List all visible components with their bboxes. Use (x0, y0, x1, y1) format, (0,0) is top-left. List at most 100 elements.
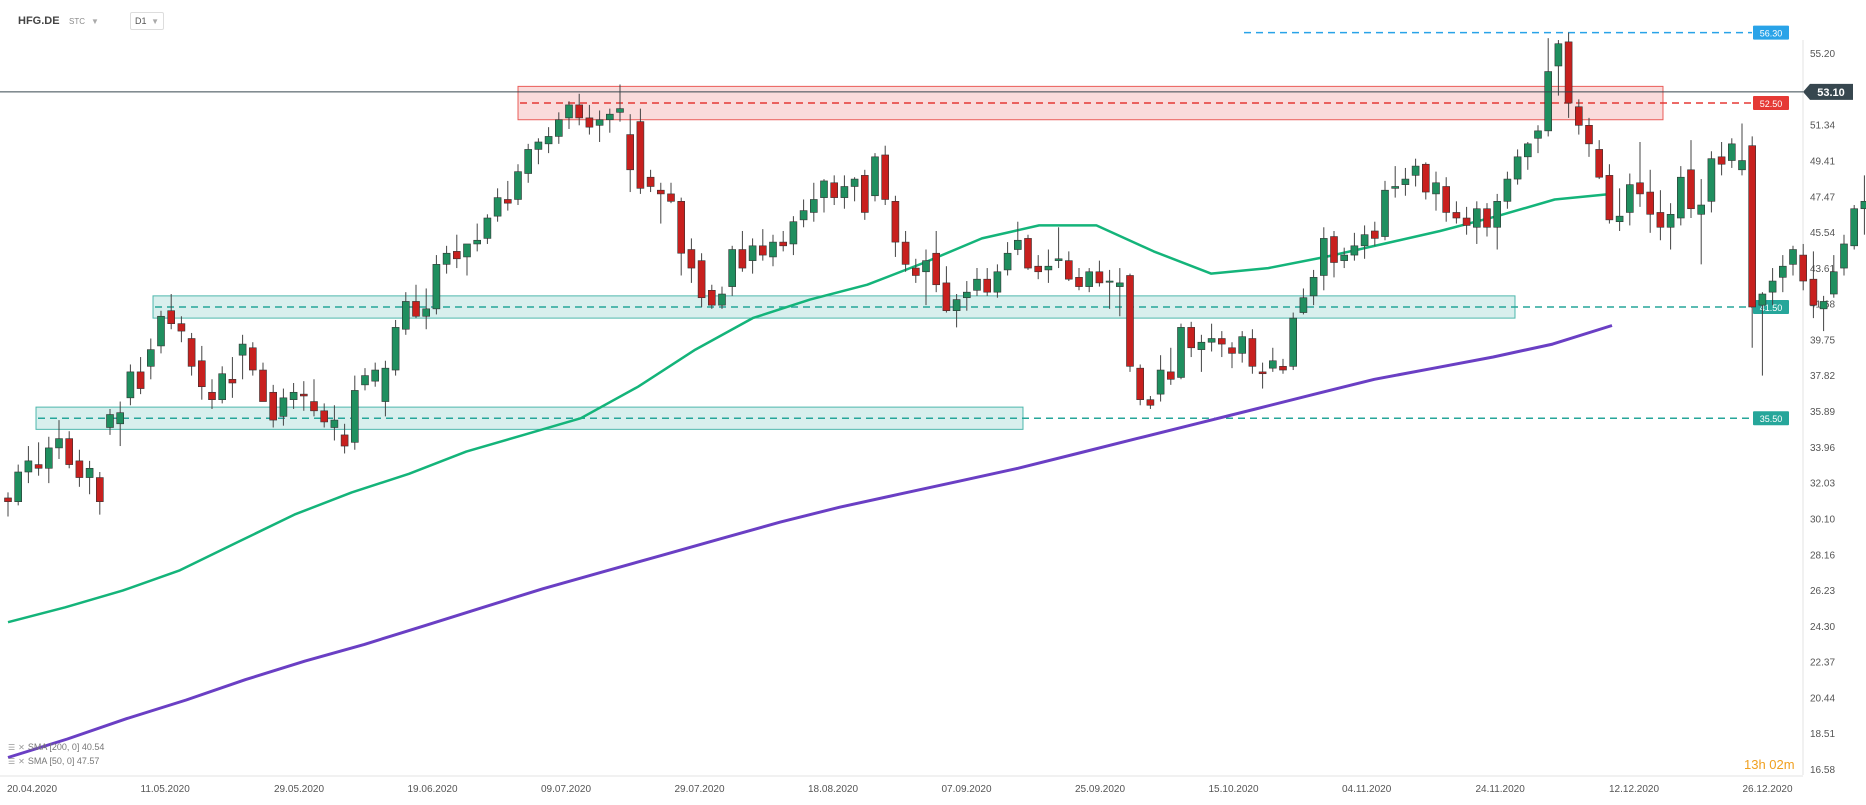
candle-body (259, 369, 267, 402)
candle-body (1564, 41, 1573, 104)
x-tick-label: 07.09.2020 (942, 784, 992, 795)
candle-body (136, 371, 145, 389)
candle-body (1371, 230, 1379, 239)
instrument-type-label: STC (69, 17, 85, 26)
candle-body (452, 251, 461, 260)
y-tick-label: 20.44 (1810, 693, 1835, 704)
candle-body (1687, 169, 1695, 210)
candle-body (1615, 215, 1624, 223)
y-tick-label: 26.23 (1810, 586, 1835, 597)
candle-body (1330, 236, 1338, 263)
y-tick-label: 47.47 (1810, 192, 1835, 203)
x-tick-label: 26.12.2020 (1743, 784, 1793, 795)
candle-body (1452, 212, 1461, 219)
candle-body (177, 323, 186, 332)
candle-body (65, 438, 73, 465)
candle-body (1656, 212, 1665, 228)
candle-body (503, 199, 512, 204)
candle-body (1146, 399, 1155, 406)
candle-body (554, 119, 563, 137)
candle-body (1360, 234, 1369, 247)
candle-body (1299, 297, 1308, 313)
candle-body (1534, 130, 1542, 139)
candle-body (330, 419, 339, 428)
candle-body (1860, 201, 1866, 210)
y-tick-label: 18.51 (1810, 729, 1835, 740)
candle-body (116, 412, 124, 425)
candle-body (830, 182, 839, 198)
candle-body (1126, 275, 1134, 367)
timeframe-select[interactable]: D1 ▼ (130, 12, 164, 30)
level-label: 52.50 (1760, 99, 1783, 109)
candle-body (1442, 186, 1450, 213)
indicator-legend-sma200[interactable]: ☰ ✕ SMA [200, 0] 40.54 (8, 742, 104, 752)
level-label-bg (1753, 411, 1789, 426)
candle-body (1646, 191, 1654, 215)
candle-body (361, 375, 369, 386)
candle-body (1116, 282, 1124, 287)
candle-body (1218, 338, 1226, 345)
candle-body (1483, 208, 1491, 228)
candle-body (1758, 293, 1767, 306)
settings-icon[interactable]: ☰ (8, 742, 16, 752)
candle-body (1136, 367, 1144, 400)
candle-body (799, 210, 808, 221)
candle-body (626, 134, 635, 171)
candle-body (616, 108, 624, 113)
candle-body (1401, 178, 1410, 185)
instrument-type-dropdown[interactable]: STC ▼ (69, 17, 99, 26)
x-tick-label: 11.05.2020 (141, 784, 191, 795)
candle-body (24, 460, 33, 473)
candle-body (85, 467, 94, 478)
candle-body (840, 186, 849, 198)
candle-body (973, 278, 981, 291)
candle-body (289, 391, 298, 400)
y-tick-label: 32.03 (1810, 479, 1835, 490)
level-label-bg (1753, 25, 1789, 40)
sma-200-line (7, 324, 1613, 759)
candle-body (901, 241, 910, 265)
candle-body (1279, 366, 1287, 371)
y-tick-label: 24.30 (1810, 622, 1835, 633)
candle-body (667, 193, 675, 202)
symbol-label[interactable]: HFG.DE (18, 15, 60, 27)
close-icon[interactable]: ✕ (18, 742, 25, 752)
candle-body (1493, 201, 1501, 228)
candle-body (147, 349, 155, 367)
candle-body (1850, 208, 1858, 247)
close-icon[interactable]: ✕ (18, 756, 25, 766)
candle-body (1248, 338, 1257, 367)
indicator-legend-sma50[interactable]: ☰ ✕ SMA [50, 0] 47.57 (8, 756, 99, 766)
candle-body (1779, 265, 1787, 278)
candle-body (738, 249, 747, 269)
candle-body (891, 201, 900, 243)
candle-body (1575, 106, 1583, 126)
candle-body (1840, 243, 1848, 269)
candle-body (1524, 143, 1532, 158)
candle-body (218, 373, 226, 400)
y-tick-label: 22.37 (1810, 658, 1835, 669)
candle-body (1830, 271, 1838, 295)
candle-body (1034, 265, 1042, 273)
candle-body (779, 241, 788, 247)
candle-body (1391, 186, 1399, 189)
candle-body (432, 264, 441, 310)
x-tick-label: 25.09.2020 (1075, 784, 1125, 795)
candle-body (952, 299, 961, 312)
candle-body (1626, 184, 1634, 213)
candle-body (198, 360, 206, 388)
candle-body (1544, 71, 1552, 132)
settings-icon[interactable]: ☰ (8, 756, 16, 766)
candle-body (585, 117, 594, 128)
candle-body (1177, 327, 1185, 378)
candle-body (565, 104, 573, 119)
candle-body (1748, 145, 1756, 308)
level-label: 35.50 (1760, 414, 1783, 424)
candle-body (1422, 163, 1430, 193)
candle-body (340, 434, 349, 447)
candle-body (1381, 189, 1389, 237)
candle-body (1075, 277, 1083, 287)
x-tick-label: 15.10.2020 (1209, 784, 1259, 795)
candle-body (1013, 239, 1022, 250)
